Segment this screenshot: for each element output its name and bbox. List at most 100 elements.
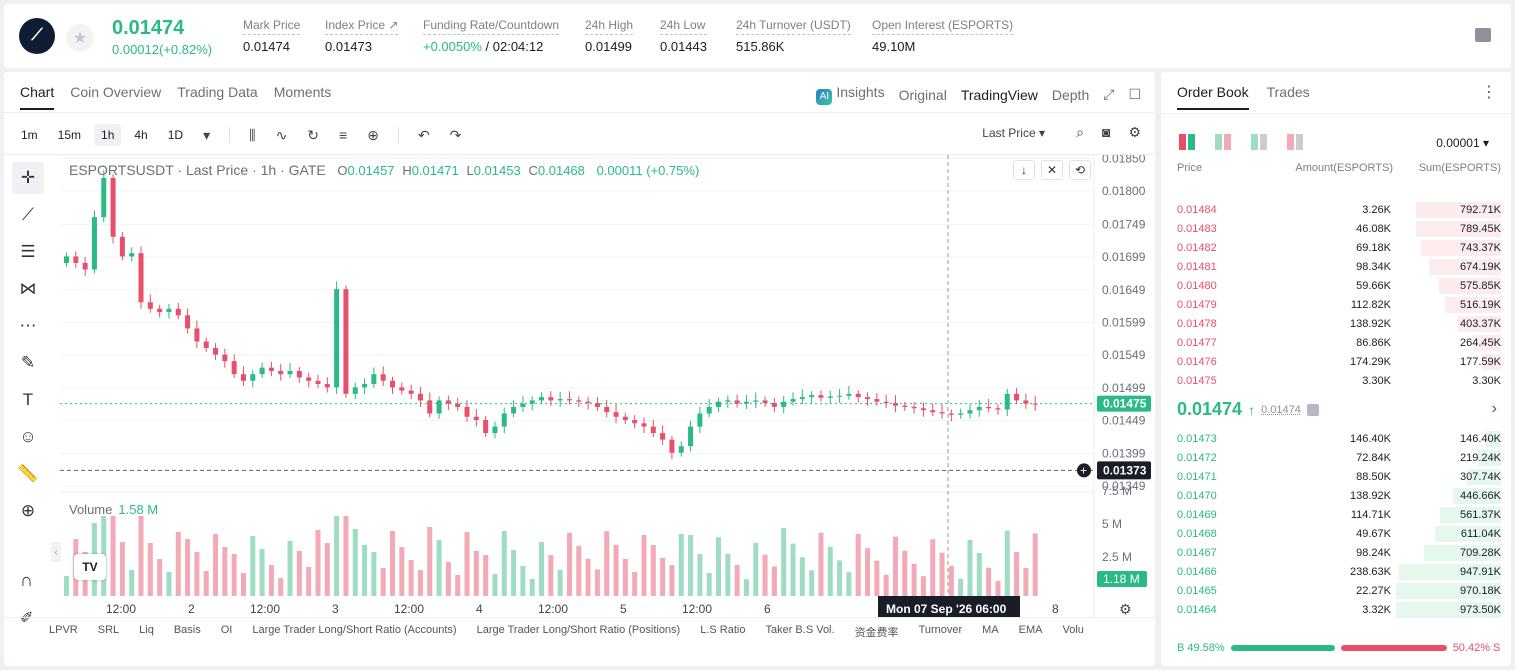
settings-gear-icon[interactable]: ⚙ [1128, 124, 1141, 140]
pencil-icon[interactable]: ✐ [20, 610, 34, 627]
interval-dropdown-icon[interactable]: ▾ [203, 126, 211, 143]
indicator-item[interactable]: LPVR [49, 624, 78, 636]
row-sum: 516.19K [1460, 298, 1501, 311]
ask-row[interactable]: 0.01475 3.30K 3.30K [1161, 371, 1511, 390]
tab-coin-overview[interactable]: Coin Overview [70, 84, 162, 100]
horizontal-lines-tool-icon[interactable]: ☰ [20, 242, 36, 261]
precision-select[interactable]: 0.00001 ▾ [1436, 136, 1489, 150]
ask-row[interactable]: 0.01479 112.82K 516.19K [1161, 295, 1511, 314]
indicator-item[interactable]: Large Trader Long/Short Ratio (Accounts) [252, 624, 457, 636]
ask-row[interactable]: 0.01477 86.86K 264.45K [1161, 333, 1511, 352]
ask-row[interactable]: 0.01478 138.92K 403.37K [1161, 314, 1511, 333]
indicator-item[interactable]: OI [220, 624, 233, 636]
volume-bar [948, 565, 954, 596]
text-tool-icon[interactable]: T [22, 390, 34, 409]
bid-row[interactable]: 0.01465 22.27K 970.18K [1161, 581, 1511, 600]
trendline-tool-icon[interactable]: ⟋ [22, 205, 34, 224]
layout-both-icon[interactable] [1179, 134, 1195, 150]
pattern-tool-icon[interactable]: ⋈ [19, 279, 37, 298]
stat-index-price[interactable]: Index Price ↗ 0.01473 [325, 18, 399, 54]
toggle-icon[interactable]: ⟲ [1069, 160, 1091, 180]
window-icon[interactable]: ☐ [1128, 86, 1141, 102]
add-alert-icon[interactable]: ⊕ [367, 126, 379, 143]
favorite-star-icon[interactable]: ★ [66, 24, 94, 52]
ask-row[interactable]: 0.01481 98.34K 674.19K [1161, 257, 1511, 276]
bid-row[interactable]: 0.01472 72.84K 219.24K [1161, 448, 1511, 467]
candle-body [473, 416, 479, 421]
tab-tradingview[interactable]: TradingView [960, 86, 1038, 103]
price-type-select[interactable]: Last Price ▾ [982, 126, 1045, 140]
time-axis-label: 12:00 [250, 602, 280, 616]
bid-row[interactable]: 0.01468 49.67K 611.04K [1161, 524, 1511, 543]
interval-1h[interactable]: 1h [94, 124, 122, 146]
row-price: 0.01468 [1177, 527, 1217, 540]
volume-bar [967, 540, 973, 596]
ask-row[interactable]: 0.01483 46.08K 789.45K [1161, 219, 1511, 238]
tab-order-book[interactable]: Order Book [1177, 84, 1249, 110]
crosshair-tool-icon[interactable]: ✛ [12, 162, 44, 194]
magnet-icon[interactable]: ∩ [20, 570, 33, 590]
bid-row[interactable]: 0.01467 98.24K 709.28K [1161, 543, 1511, 562]
ask-row[interactable]: 0.01480 59.66K 575.85K [1161, 276, 1511, 295]
fib-tool-icon[interactable]: ⋯ [19, 316, 37, 335]
collapse-sidebar-icon[interactable]: ‹ [51, 542, 61, 562]
indicator-item[interactable]: Liq [139, 624, 154, 636]
bid-row[interactable]: 0.01466 238.63K 947.91K [1161, 562, 1511, 581]
candle-body [250, 374, 256, 381]
bid-row[interactable]: 0.01470 138.92K 446.66K [1161, 486, 1511, 505]
tab-chart[interactable]: Chart [20, 84, 55, 110]
scroll-down-icon[interactable]: ↓ [1013, 160, 1035, 180]
tab-depth[interactable]: Depth [1051, 86, 1090, 103]
undo-icon[interactable]: ↶ [417, 126, 430, 143]
indicator-item[interactable]: 资金费率 [854, 627, 899, 639]
interval-1d[interactable]: 1D [167, 128, 184, 142]
layout-mixed-icon[interactable] [1215, 134, 1231, 150]
volume-axis-label: 7.5 M [1102, 484, 1132, 498]
collapse-icon[interactable]: ✕ [1041, 160, 1063, 180]
indicator-item[interactable]: Turnover [918, 624, 963, 636]
camera-icon[interactable]: ◙ [1101, 124, 1111, 140]
indicators-icon[interactable]: ∿ [275, 126, 288, 143]
interval-15m[interactable]: 15m [57, 128, 82, 142]
bid-row[interactable]: 0.01464 3.32K 973.50K [1161, 600, 1511, 619]
tab-insights[interactable]: AI Insights [816, 84, 885, 105]
tab-trades[interactable]: Trades [1266, 84, 1310, 100]
interval-4h[interactable]: 4h [134, 128, 148, 142]
expand-icon[interactable]: ⤢ [1103, 86, 1115, 102]
book-icon[interactable] [1475, 28, 1491, 42]
ask-row[interactable]: 0.01476 174.29K 177.59K [1161, 352, 1511, 371]
indicator-item[interactable]: EMA [1018, 624, 1043, 636]
emoji-tool-icon[interactable]: ☺ [19, 427, 37, 446]
more-menu-icon[interactable]: ⋮ [1481, 84, 1497, 101]
indicator-item[interactable]: L.S Ratio [700, 624, 746, 636]
tab-moments[interactable]: Moments [273, 84, 332, 100]
candle-type-icon[interactable]: ⫼ [249, 126, 256, 143]
replay-icon[interactable]: ↻ [307, 126, 320, 143]
templates-icon[interactable]: ≡ [339, 127, 348, 143]
indicator-item[interactable]: Taker B.S Vol. [765, 624, 835, 636]
bid-row[interactable]: 0.01471 88.50K 307.74K [1161, 467, 1511, 486]
zoom-tool-icon[interactable]: ⊕ [20, 501, 36, 520]
layout-asks-icon[interactable] [1287, 134, 1303, 150]
volume-bar [287, 541, 293, 596]
ask-row[interactable]: 0.01482 69.18K 743.37K [1161, 238, 1511, 257]
ask-rows: 0.01484 3.26K 792.71K 0.01483 46.08K 789.45K 0… [1161, 200, 1511, 390]
search-icon[interactable]: ⌕ [1076, 124, 1084, 140]
layout-bids-icon[interactable] [1251, 134, 1267, 150]
indicator-item[interactable]: SRL [97, 624, 120, 636]
indicator-item[interactable]: Basis [173, 624, 201, 636]
indicator-item[interactable]: Volu [1062, 624, 1084, 636]
volume-bar [818, 532, 824, 596]
ruler-tool-icon[interactable]: 📏 [17, 464, 39, 483]
brush-tool-icon[interactable]: ✎ [20, 353, 36, 372]
indicator-item[interactable]: MA [982, 624, 999, 636]
interval-1m[interactable]: 1m [21, 128, 38, 142]
redo-icon[interactable]: ↷ [449, 126, 462, 143]
chevron-right-icon[interactable]: › [1491, 400, 1497, 417]
bid-row[interactable]: 0.01469 114.71K 561.37K [1161, 505, 1511, 524]
ask-row[interactable]: 0.01484 3.26K 792.71K [1161, 200, 1511, 219]
indicator-item[interactable]: Large Trader Long/Short Ratio (Positions… [476, 624, 681, 636]
tab-original[interactable]: Original [898, 86, 947, 103]
bid-row[interactable]: 0.01473 146.40K 146.40K [1161, 429, 1511, 448]
tab-trading-data[interactable]: Trading Data [177, 84, 258, 100]
